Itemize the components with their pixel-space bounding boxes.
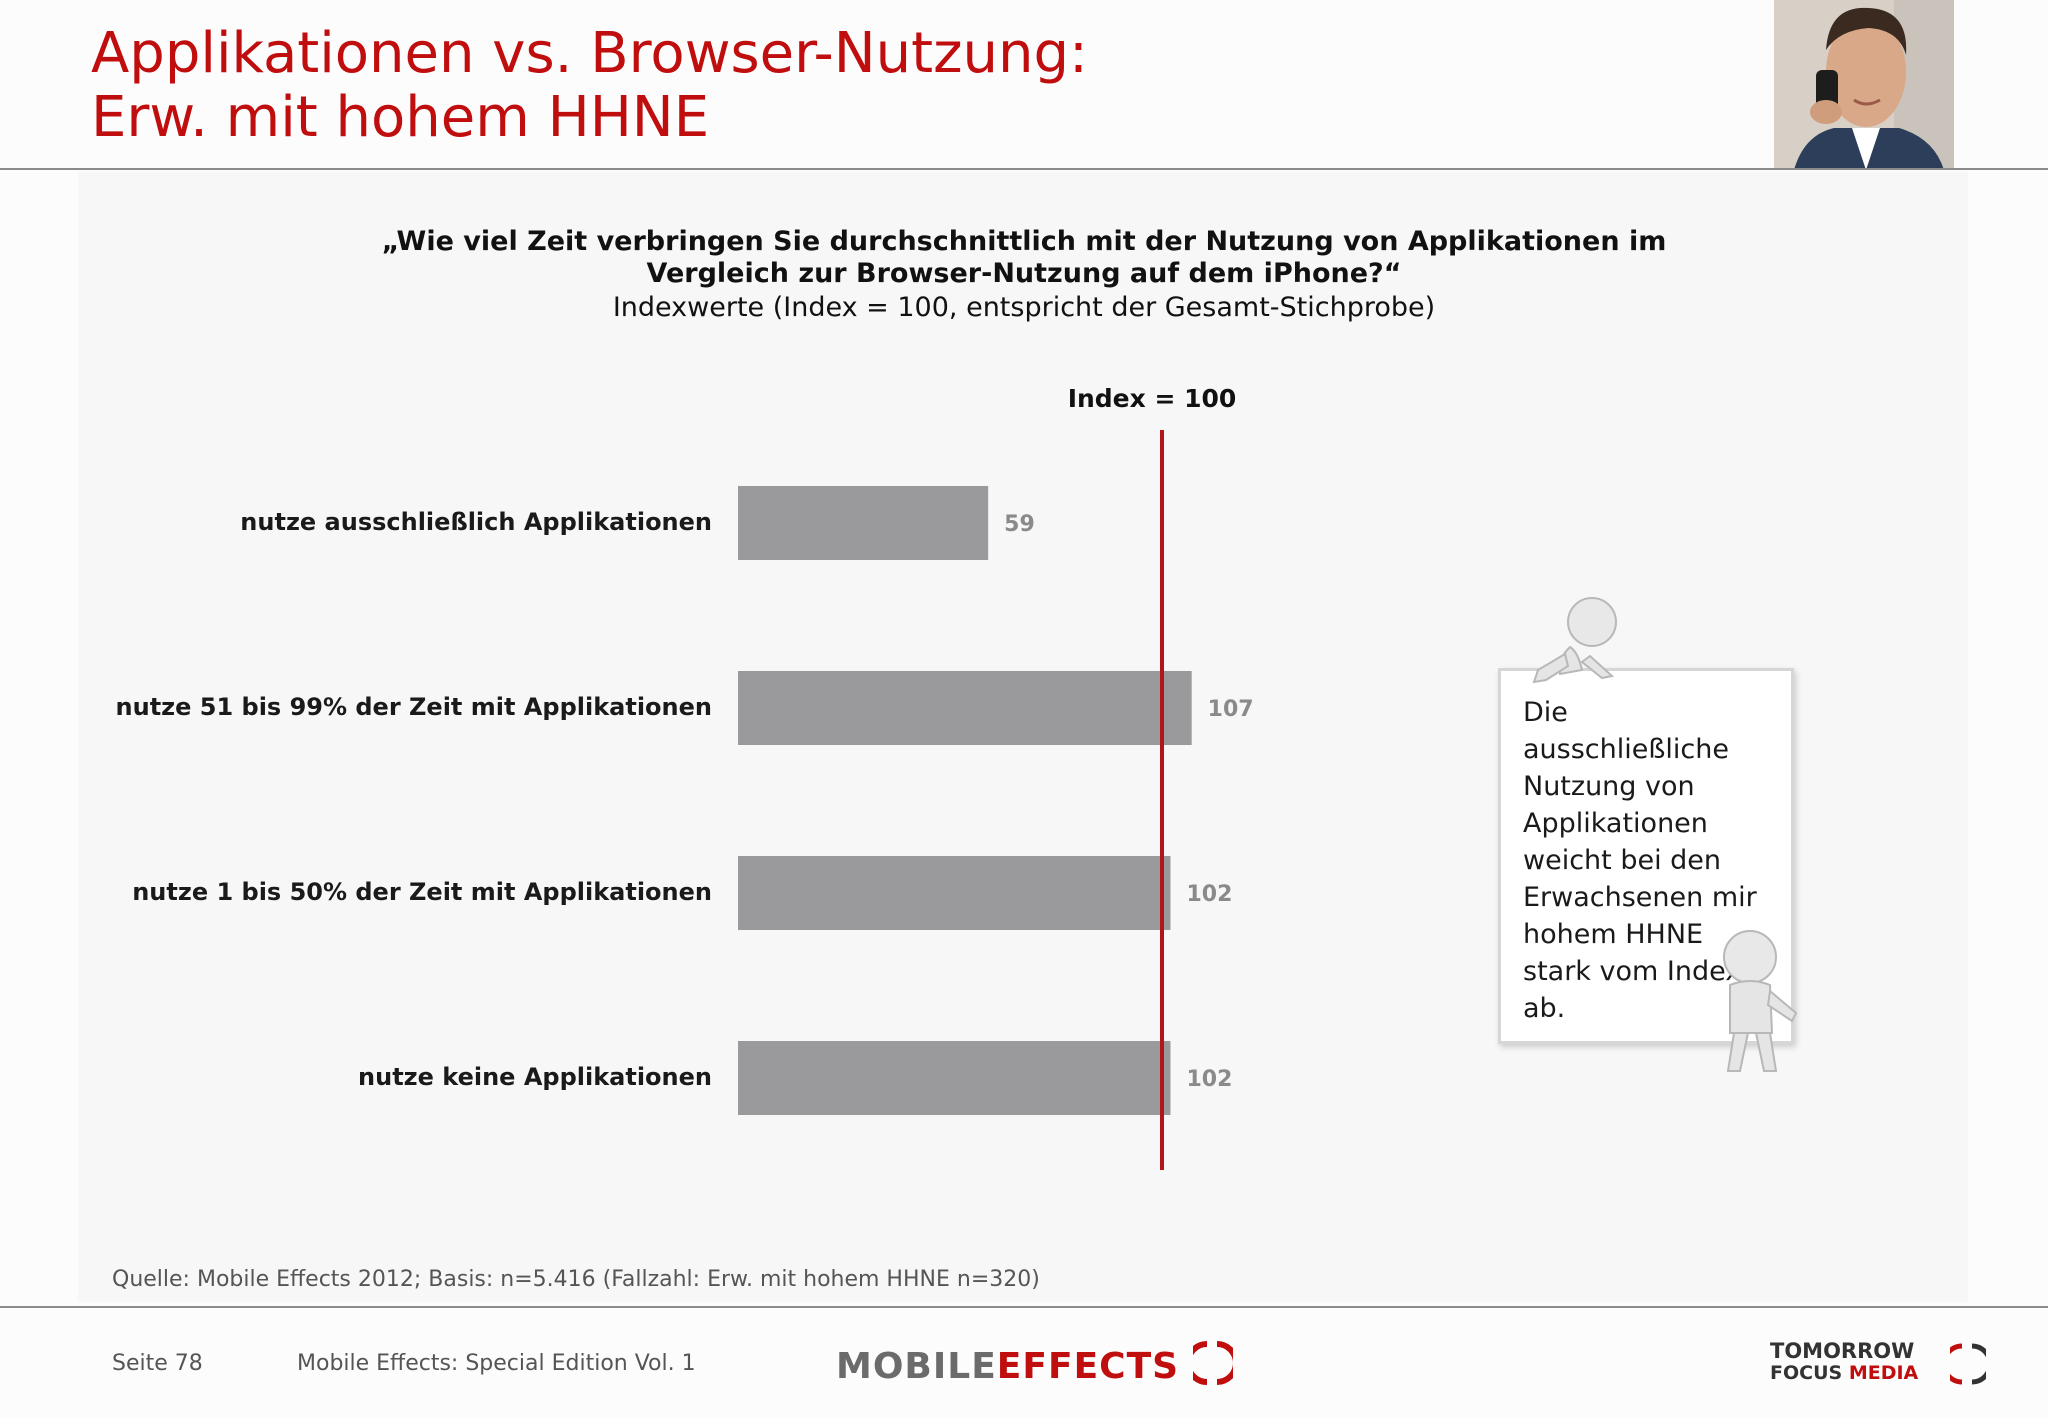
source-note: Quelle: Mobile Effects 2012; Basis: n=5.…	[112, 1267, 1040, 1292]
logo-tfm-line-2: FOCUS MEDIA	[1770, 1362, 1918, 1384]
page-number: Seite 78	[112, 1351, 203, 1376]
category-label-4: nutze keine Applikationen	[358, 1063, 712, 1091]
white-figure-icon-top	[1532, 597, 1617, 684]
reference-line-label: Index = 100	[1067, 384, 1237, 413]
survey-question: „Wie viel Zeit verbringen Sie durchschni…	[0, 226, 2048, 290]
tomorrow-focus-media-logo: TOMORROW FOCUS MEDIA	[1770, 1339, 1986, 1385]
slide-title-line-1: Applikationen vs. Browser-Nutzung:	[91, 21, 1088, 86]
question-line-2: Vergleich zur Browser-Nutzung auf dem iP…	[646, 258, 1402, 289]
bar-3	[738, 856, 1171, 930]
footer-divider	[0, 1306, 2048, 1308]
bar-2	[738, 671, 1192, 745]
logo-tfm-bracket-icon	[1950, 1343, 1986, 1385]
category-label-2: nutze 51 bis 99% der Zeit mit Applikatio…	[115, 693, 712, 721]
bar-value-label-4: 102	[1186, 1067, 1232, 1092]
bar-4	[738, 1041, 1171, 1115]
bar-1	[738, 486, 989, 560]
category-label-1: nutze ausschließlich Applikationen	[240, 508, 712, 536]
bar-value-label-3: 102	[1186, 882, 1232, 907]
slide-title: Applikationen vs. Browser-Nutzung: Erw. …	[91, 22, 1088, 150]
logo-tfm-focus: FOCUS	[1770, 1362, 1843, 1384]
businessman-phone-photo	[1774, 0, 1954, 170]
category-label-3: nutze 1 bis 50% der Zeit mit Applikation…	[132, 878, 712, 906]
logo-tfm-media: MEDIA	[1848, 1362, 1919, 1384]
mobile-effects-logo: MOBILEEFFECTS	[836, 1340, 1239, 1387]
logo-word-effects: EFFECTS	[996, 1346, 1180, 1387]
question-line-1: „Wie viel Zeit verbringen Sie durchschni…	[381, 226, 1667, 257]
header-divider	[0, 168, 2048, 170]
logo-word-mobile: MOBILE	[836, 1346, 997, 1387]
chart-subtitle: Indexwerte (Index = 100, entspricht der …	[612, 292, 1436, 323]
callout-text: Die ausschließliche Nutzung von Applikat…	[1523, 697, 1757, 1024]
bar-value-label-1: 59	[1004, 512, 1035, 537]
logo-tfm-line-1: TOMORROW	[1770, 1339, 1915, 1363]
bar-value-label-2: 107	[1208, 697, 1254, 722]
logo-bracket-icon	[1184, 1341, 1239, 1385]
publication-name: Mobile Effects: Special Edition Vol. 1	[297, 1351, 696, 1376]
white-figure-icon-bottom	[1723, 930, 1798, 1072]
slide-title-line-2: Erw. mit hohem HHNE	[91, 85, 710, 150]
